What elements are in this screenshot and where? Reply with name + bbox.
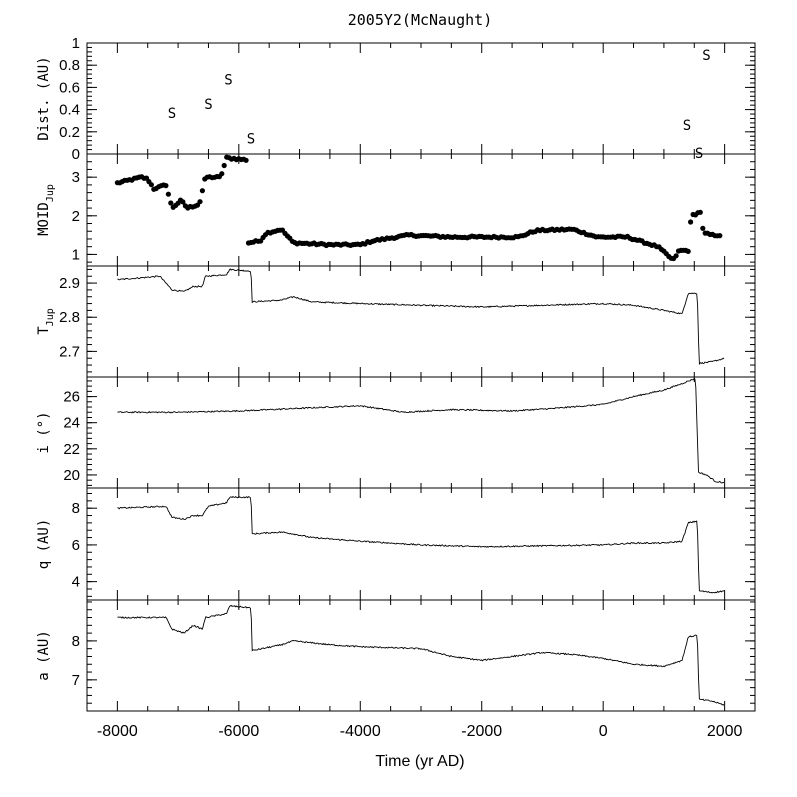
y-tick-label: 0.4 (59, 102, 80, 119)
data-point (243, 157, 249, 163)
y-tick-label: 8 (72, 633, 80, 650)
data-point (148, 182, 154, 188)
x-axis-label: Time (yr AD) (375, 753, 464, 770)
y-tick-label: 0.6 (59, 79, 80, 96)
y-tick-label: 6 (72, 537, 80, 554)
series-line (117, 495, 725, 594)
data-point (168, 200, 174, 206)
data-point (180, 199, 186, 205)
y-tick-label: 0.8 (59, 57, 80, 74)
y-tick-label: 26 (63, 389, 80, 406)
series-line (117, 268, 725, 366)
y-tick-label: 1 (72, 246, 80, 263)
y-tick-label: 3 (72, 169, 80, 186)
x-tick-label: -8000 (97, 723, 138, 740)
data-point (165, 191, 171, 197)
y-tick-label: 1 (72, 35, 80, 52)
y-axis-label: i (°) (36, 411, 52, 453)
data-point (673, 253, 679, 259)
data-point-s: S (224, 73, 232, 89)
y-tick-label: 0 (72, 146, 80, 163)
y-tick-label: 20 (63, 467, 80, 484)
y-axis-label: MOIDJup (36, 184, 56, 236)
data-point-s: S (247, 131, 255, 147)
data-point (219, 171, 225, 177)
data-point (221, 162, 227, 169)
data-point (199, 188, 205, 194)
y-tick-label: 2.7 (59, 343, 80, 360)
panel-moid: 1 2 3 MOIDJup (36, 153, 756, 267)
y-axis-label: q (AU) (36, 519, 52, 570)
y-axis-label: a (AU) (36, 630, 52, 681)
x-tick-label: 2000 (707, 723, 743, 740)
x-tick-label: 0 (599, 723, 608, 740)
data-point (197, 199, 203, 205)
y-axis-label: TJup (36, 308, 56, 335)
y-tick-label: 7 (72, 672, 80, 689)
y-tick-label: 2 (72, 208, 80, 225)
data-point (700, 225, 706, 231)
data-point (697, 209, 703, 215)
panel-incl: 20 22 24 26 i (°) (36, 376, 756, 489)
x-tick-label: -4000 (340, 723, 381, 740)
data-point-s: S (204, 97, 212, 113)
y-tick-label: 24 (63, 415, 80, 432)
y-tick-label: 22 (63, 441, 80, 458)
y-tick-label: 2.9 (59, 275, 80, 292)
data-point (717, 233, 723, 239)
series-line (117, 378, 725, 484)
y-tick-label: 4 (72, 574, 80, 591)
series-line (117, 604, 725, 706)
y-tick-label: 0.2 (59, 124, 80, 141)
data-point (163, 183, 169, 189)
data-point (688, 219, 694, 225)
x-tick-label: -6000 (218, 723, 259, 740)
data-point-s: S (683, 118, 691, 134)
panel-a: 7 8 a (AU) -8000 -6000 -4000 -2000 0 2000 (36, 599, 756, 740)
y-tick-label: 8 (72, 500, 80, 517)
data-point-s: S (168, 106, 176, 122)
y-tick-label: 2.8 (59, 309, 80, 326)
data-point (685, 248, 691, 254)
y-axis-label: Dist. (AU) (36, 56, 52, 140)
data-point-s: S (702, 48, 710, 64)
x-tick-label: -2000 (461, 723, 502, 740)
chart-title: 2005Y2(McNaught) (348, 11, 493, 29)
